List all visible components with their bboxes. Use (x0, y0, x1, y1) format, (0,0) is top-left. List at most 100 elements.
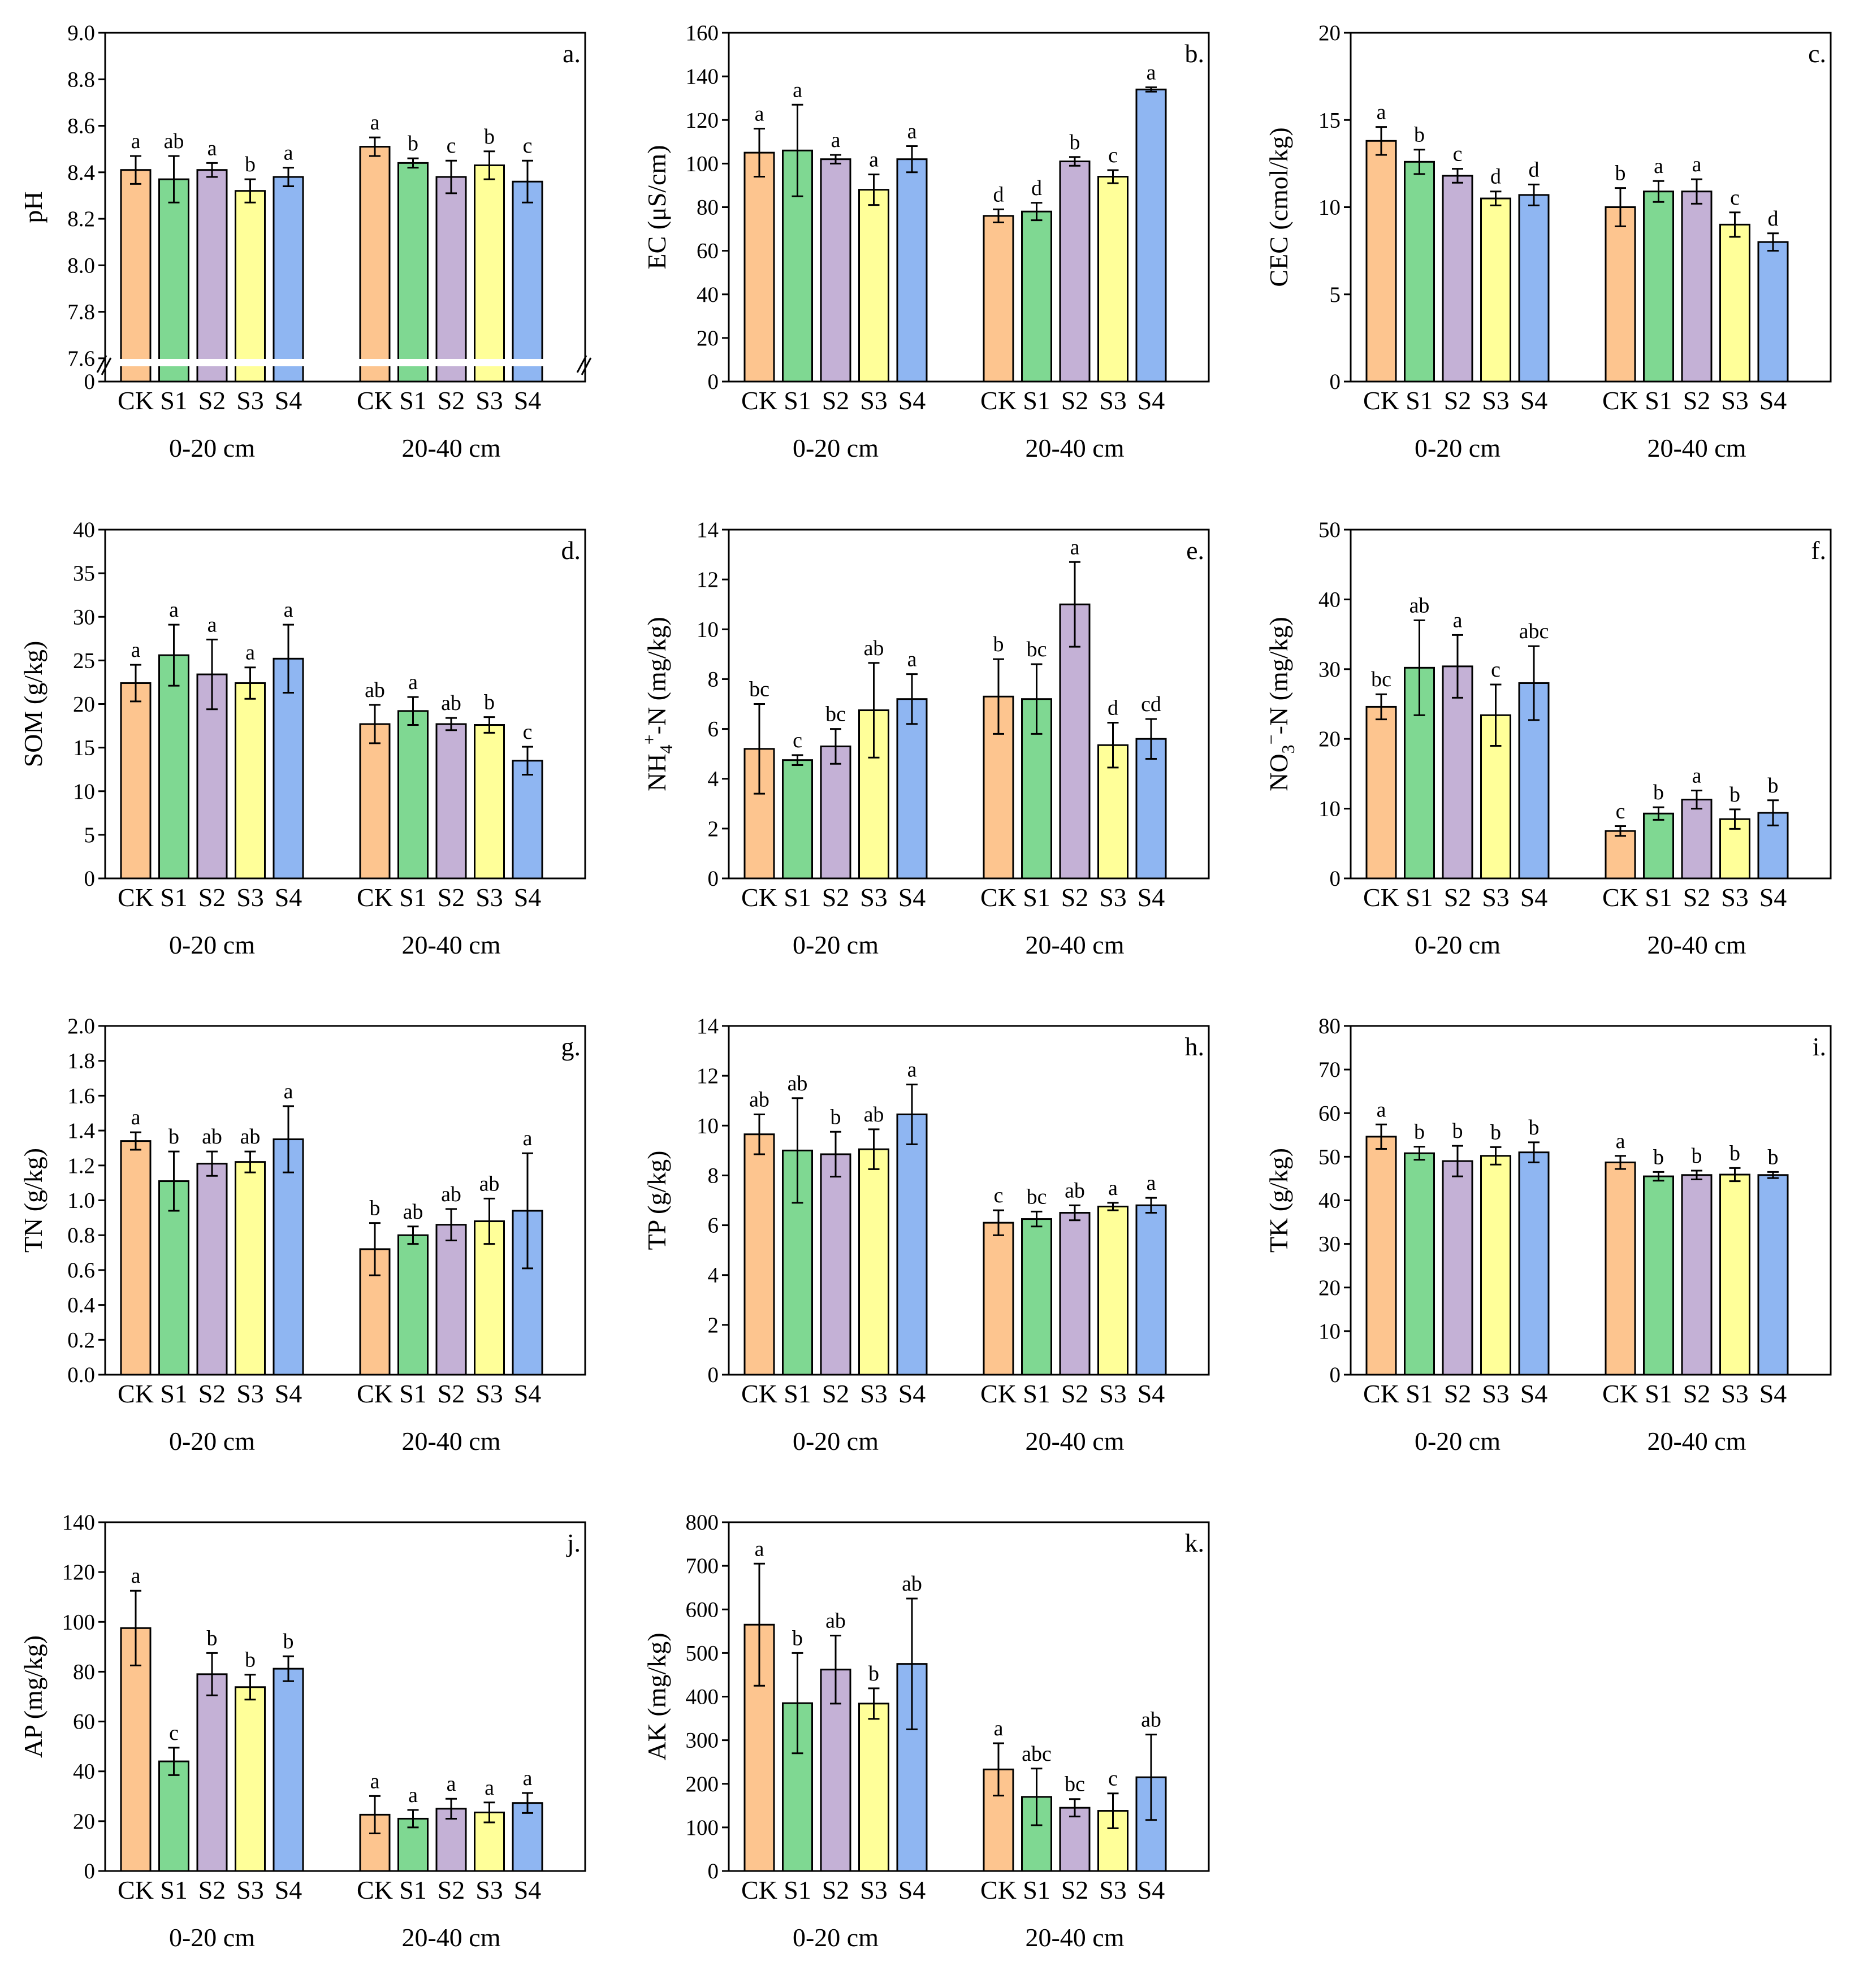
y-tick-label: 40 (697, 283, 719, 307)
significance-letter: c (1108, 1767, 1118, 1791)
y-tick-label: 20 (697, 326, 719, 350)
x-tick-label: S4 (514, 1876, 542, 1904)
x-tick-label: S3 (236, 883, 264, 912)
significance-letter: b (993, 633, 1004, 656)
significance-letter: a (485, 1776, 494, 1800)
x-tick-label: S2 (438, 386, 465, 415)
x-tick-label: S4 (275, 1379, 302, 1408)
y-tick-label: 14 (697, 518, 719, 542)
x-tick-label: S4 (1759, 883, 1787, 912)
significance-letter: a (1377, 1098, 1386, 1121)
significance-letter: b (1653, 781, 1664, 804)
y-tick-label: 8.2 (67, 207, 95, 231)
x-tick-label: S2 (438, 883, 465, 912)
bar-i-0-20cm-CK (1365, 1136, 1397, 1376)
y-axis-label: AK (mg/kg) (642, 1632, 671, 1760)
significance-letter: ab (441, 1183, 461, 1206)
x-tick-label: S3 (860, 1876, 888, 1904)
bar-i-0-20cm-S2 (1442, 1160, 1473, 1376)
x-tick-label: S3 (860, 386, 888, 415)
panel-label: k. (1185, 1528, 1205, 1557)
x-tick-label: S3 (475, 386, 503, 415)
significance-letter: ab (441, 691, 461, 715)
y-tick-label: 40 (1318, 1189, 1341, 1213)
significance-letter: bc (825, 703, 846, 726)
y-tick-label: 6 (708, 717, 719, 742)
significance-letter: a (1692, 153, 1702, 176)
y-tick-label: 60 (73, 1710, 95, 1734)
x-tick-label: S3 (236, 1379, 264, 1408)
bar-k-0-20cm-S3 (858, 1703, 889, 1872)
bar-i-20-40cm-S3 (1719, 1173, 1750, 1376)
significance-letter: bc (1027, 1185, 1047, 1209)
bar-a-20-40cm-S1 (397, 162, 429, 383)
bar-c-0-20cm-S1 (1404, 161, 1435, 383)
significance-letter: b (245, 153, 256, 176)
significance-letter: a (1377, 101, 1386, 124)
significance-letter: d (993, 183, 1004, 206)
bar-f-0-20cm-S3 (1480, 714, 1511, 880)
axis-break-mark (101, 357, 112, 375)
x-tick-label: S2 (198, 386, 226, 415)
significance-letter: a (869, 148, 879, 172)
significance-letter: c (523, 720, 533, 744)
significance-letter: c (447, 134, 456, 158)
x-tick-label: CK (1602, 883, 1638, 912)
x-tick-label: S3 (475, 1876, 503, 1904)
x-tick-label: S2 (1683, 1379, 1711, 1408)
x-tick-label: S1 (1406, 1379, 1433, 1408)
x-tick-label: CK (357, 386, 393, 415)
y-tick-label: 100 (686, 151, 719, 176)
significance-letter: ab (1141, 1708, 1161, 1732)
significance-letter: ab (403, 1200, 423, 1224)
y-tick-label: 12 (697, 568, 719, 592)
significance-letter: a (370, 111, 380, 135)
bar-d-20-40cm-S4 (512, 760, 543, 880)
bar-g-0-20cm-CK (120, 1140, 152, 1376)
bar-b-20-40cm-S3 (1097, 176, 1128, 383)
significance-letter: a (131, 1106, 141, 1129)
y-tick-label: 80 (697, 196, 719, 220)
bar-g-0-20cm-S4 (273, 1138, 304, 1376)
group-label: 0-20 cm (169, 434, 255, 462)
x-tick-label: S2 (438, 1379, 465, 1408)
significance-letter: ab (1409, 594, 1430, 617)
y-tick-label: 600 (686, 1597, 719, 1622)
significance-letter: d (1490, 165, 1501, 189)
y-tick-label: 35 (73, 561, 95, 586)
y-tick-label: 140 (62, 1510, 96, 1535)
y-tick-label: 0 (1330, 1363, 1341, 1387)
x-tick-label: S4 (1759, 1379, 1787, 1408)
x-tick-label: S1 (1023, 1876, 1050, 1904)
group-label: 0-20 cm (169, 930, 255, 959)
bar-d-20-40cm-S1 (397, 710, 429, 880)
y-tick-label: 10 (697, 1114, 719, 1138)
significance-letter: d (1031, 176, 1042, 200)
x-tick-label: S4 (275, 386, 302, 415)
x-tick-label: S3 (236, 386, 264, 415)
y-tick-label: 10 (73, 779, 95, 804)
plot-frame (1350, 529, 1832, 880)
y-tick-label: 12 (697, 1064, 719, 1088)
y-tick-label: 8 (708, 1163, 719, 1188)
bar-i-0-20cm-S3 (1480, 1155, 1511, 1376)
x-tick-label: S3 (860, 1379, 888, 1408)
significance-letter: ab (1065, 1179, 1085, 1202)
bar-c-0-20cm-S2 (1442, 175, 1473, 383)
y-tick-label: 120 (686, 108, 719, 132)
significance-letter: d (1108, 696, 1118, 720)
bar-c-0-20cm-S3 (1480, 197, 1511, 383)
y-tick-label: 8.4 (67, 161, 95, 185)
bar-d-20-40cm-S2 (435, 723, 467, 880)
y-tick-label: 0.8 (67, 1223, 95, 1248)
y-tick-label: 20 (1318, 727, 1341, 751)
significance-letter: b (1452, 1119, 1463, 1143)
bar-b-20-40cm-S4 (1135, 88, 1167, 383)
y-tick-label: 1.4 (67, 1119, 95, 1143)
x-tick-label: S4 (514, 386, 542, 415)
